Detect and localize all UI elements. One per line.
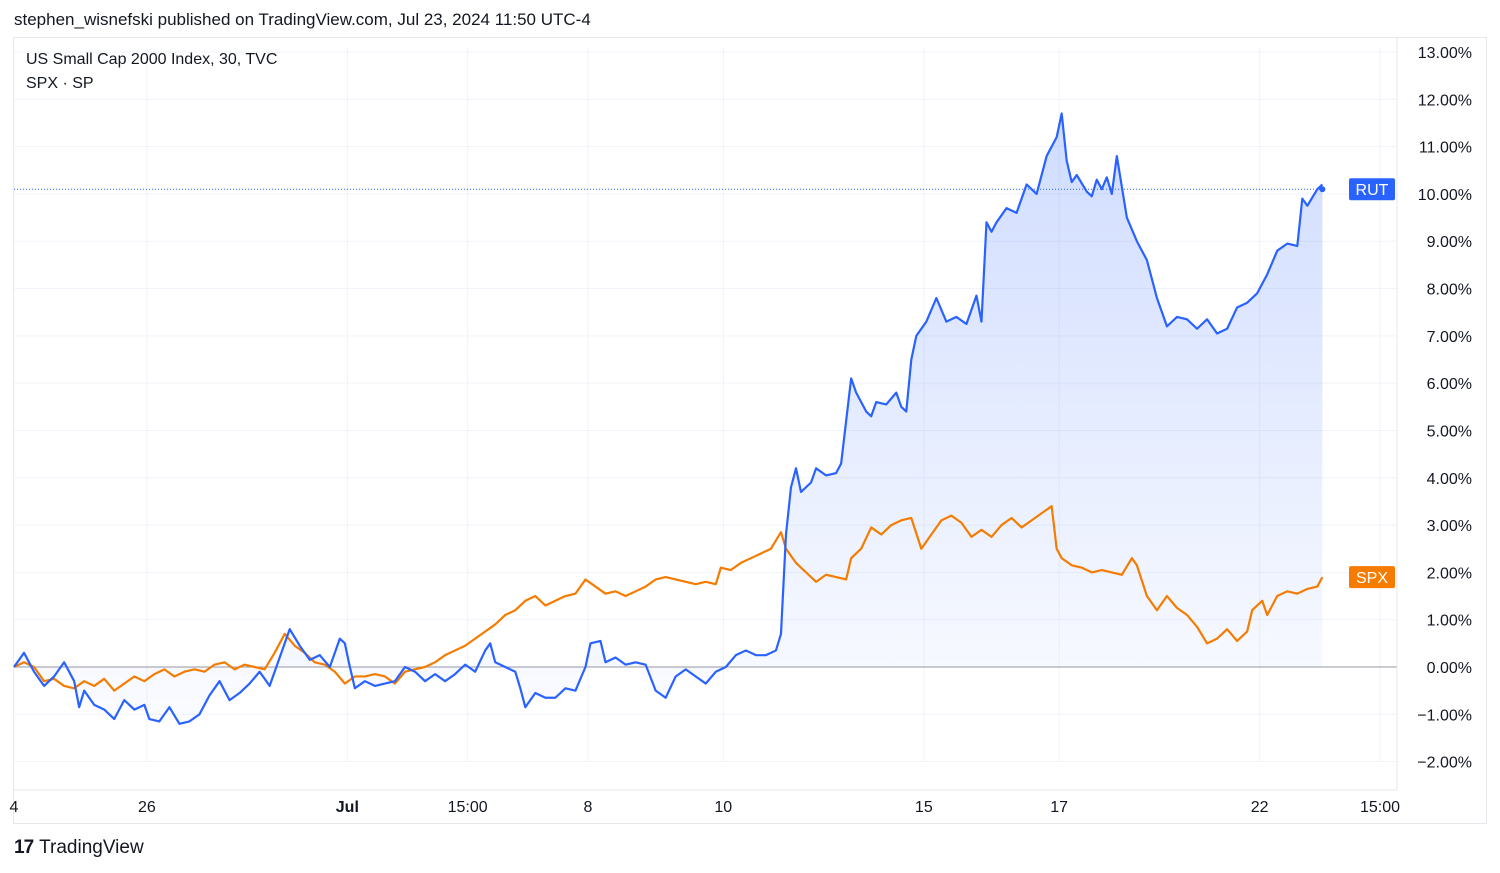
- axes: 13.00% 12.00% 11.00% 10.00% 9.00% 8.00% 7.00% 6…: [10, 38, 1472, 816]
- x-tick-label: 10: [714, 799, 732, 816]
- y-tick-label: 4.00%: [1427, 471, 1472, 488]
- x-tick-label: 26: [138, 799, 156, 816]
- x-tick-label: 15: [915, 799, 933, 816]
- y-tick-label: 6.00%: [1427, 376, 1472, 393]
- y-tick-label: 9.00%: [1427, 234, 1472, 251]
- rut-badge-label: RUT: [1356, 182, 1389, 199]
- y-tick-label: 1.00%: [1427, 613, 1472, 630]
- legend-compare-series[interactable]: SPX · SP: [26, 75, 94, 92]
- rut-area-fill: [14, 113, 1323, 724]
- spx-badge-bg: [1349, 566, 1395, 589]
- rut-badge[interactable]: RUT: [1349, 178, 1395, 201]
- rut-last-point: [1319, 186, 1326, 193]
- tradingview-logo-icon: 17: [14, 837, 34, 858]
- y-tick-label: −2.00%: [1417, 755, 1472, 772]
- y-tick-label: 8.00%: [1427, 282, 1472, 299]
- x-tick-label: 8: [584, 799, 593, 816]
- y-tick-label: −1.00%: [1417, 707, 1472, 724]
- rut-area: [14, 113, 1323, 724]
- rut-line[interactable]: [13, 112, 1324, 725]
- y-tick-label: 11.00%: [1419, 140, 1472, 157]
- x-tick-label: Jul: [336, 799, 359, 816]
- y-tick-label: 13.00%: [1418, 45, 1472, 62]
- spx-line[interactable]: [13, 505, 1324, 692]
- y-tick-label: 5.00%: [1427, 423, 1472, 440]
- y-tick-label: 7.00%: [1427, 329, 1472, 346]
- x-tick-label: 15:00: [1360, 799, 1400, 816]
- attribution-text: stephen_wisnefski published on TradingVi…: [14, 10, 591, 29]
- y-tick-label: 2.00%: [1427, 565, 1472, 582]
- x-tick-label: 4: [10, 799, 19, 816]
- y-tick-label: 3.00%: [1427, 518, 1472, 535]
- y-tick-label: 10.00%: [1418, 187, 1472, 204]
- x-tick-label: 22: [1251, 799, 1269, 816]
- brand-name: TradingView: [39, 837, 144, 858]
- spx-badge-label: SPX: [1356, 570, 1388, 587]
- x-tick-label: 15:00: [448, 799, 488, 816]
- y-tick-label: 0.00%: [1427, 660, 1472, 677]
- legend-main-series[interactable]: US Small Cap 2000 Index, 30, TVC: [26, 51, 278, 68]
- y-tick-label: 12.00%: [1418, 92, 1472, 109]
- series-lines: [13, 112, 1326, 725]
- rut-badge-bg: [1349, 178, 1395, 201]
- x-tick-label: 17: [1050, 799, 1068, 816]
- spx-badge[interactable]: SPX: [1349, 566, 1395, 589]
- footer-branding[interactable]: 17 TradingView: [14, 837, 144, 859]
